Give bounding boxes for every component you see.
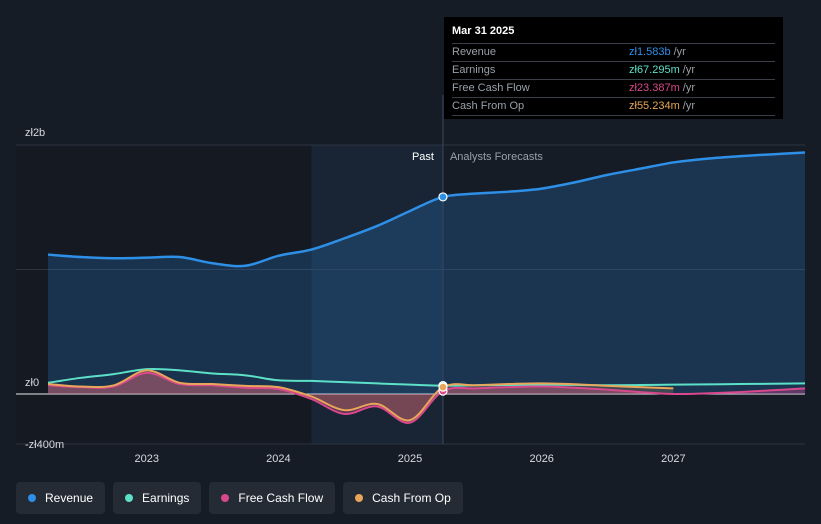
legend-revenue[interactable]: Revenue (16, 482, 106, 514)
forecast-label: Analysts Forecasts (450, 151, 543, 163)
legend-label: Earnings (142, 491, 190, 505)
cash-from-op-area (48, 370, 674, 421)
tooltip-row-earnings: Earnings zł67.295m/yr (452, 62, 775, 80)
earnings-line (47, 367, 806, 387)
x-tick-label: 2025 (398, 453, 422, 465)
legend-dot-icon (221, 494, 230, 502)
legend-cash-from-op[interactable]: Cash From Op (343, 482, 463, 514)
legend-earnings[interactable]: Earnings (113, 482, 202, 514)
legend-label: Cash From Op (372, 491, 451, 505)
x-tick-label: 2026 (529, 453, 553, 465)
free-cash-flow-line (47, 371, 806, 424)
revenue-marker (438, 192, 448, 202)
series-fills (48, 152, 805, 423)
legend-dot-icon (355, 494, 364, 502)
legend-dot-icon (125, 494, 134, 502)
cash-from-op-line (47, 369, 674, 422)
x-tick-label: 2027 (661, 453, 685, 465)
y-tick-label: zł0 (25, 377, 39, 389)
free-cash-flow-area (48, 372, 805, 423)
past-label: Past (412, 151, 434, 163)
x-tick-label: 2024 (266, 453, 290, 465)
tooltip-value: zł55.234m/yr (629, 100, 695, 112)
tooltip-row-fcf: Free Cash Flow zł23.387m/yr (452, 80, 775, 98)
legend-dot-icon (28, 494, 36, 502)
tooltip-row-cfo: Cash From Op zł55.234m/yr (452, 98, 775, 116)
x-tick-label: 2023 (134, 453, 158, 465)
legend-label: Revenue (45, 491, 94, 505)
tooltip-label: Earnings (452, 64, 496, 76)
y-axis: zł2b zł0 -zł400m (25, 127, 64, 451)
tooltip-date: Mar 31 2025 (452, 24, 775, 44)
legend-free-cash-flow[interactable]: Free Cash Flow (209, 482, 336, 514)
revenue-area (48, 152, 805, 394)
tooltip-row-revenue: Revenue zł1.583b/yr (452, 44, 775, 62)
tooltip-label: Cash From Op (452, 100, 525, 112)
x-axis: 2023 2024 2025 2026 2027 (134, 453, 685, 465)
tooltip-label: Revenue (452, 46, 497, 58)
tooltip-value: zł23.387m/yr (629, 82, 695, 94)
tooltip-value: zł1.583b/yr (629, 46, 686, 58)
legend: Revenue Earnings Free Cash Flow Cash Fro… (16, 482, 463, 514)
tooltip: Mar 31 2025 Revenue zł1.583b/yr Earnings… (444, 17, 783, 119)
series-lines (47, 151, 806, 424)
tooltip-value: zł67.295m/yr (629, 64, 695, 76)
cash-from-op-marker (438, 382, 448, 392)
series-markers (438, 192, 448, 396)
legend-label: Free Cash Flow (238, 491, 324, 505)
y-tick-label: zł2b (25, 127, 45, 139)
tooltip-label: Free Cash Flow (452, 82, 530, 94)
revenue-line (47, 151, 806, 268)
y-tick-label: -zł400m (25, 439, 64, 451)
